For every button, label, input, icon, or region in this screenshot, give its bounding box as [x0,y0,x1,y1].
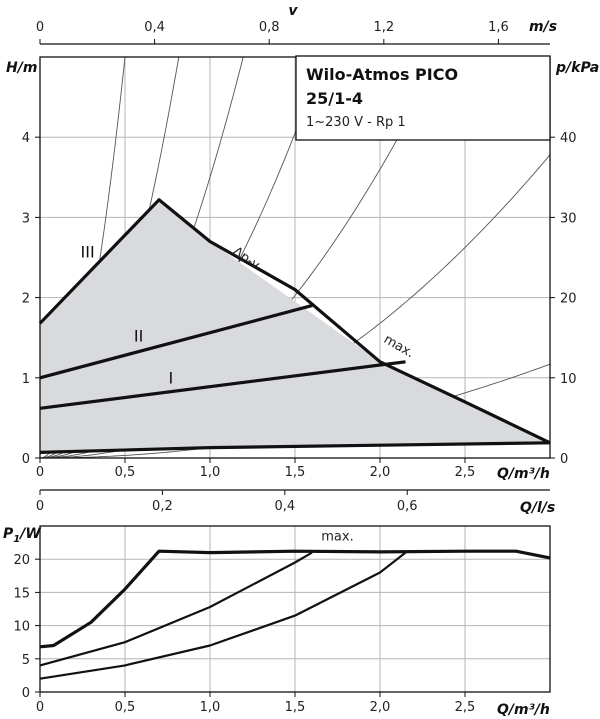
head-y2-tick-label-4: 40 [560,131,577,146]
head-x-tick-label-3: 1,5 [285,465,306,480]
top-tick-label-4: 1,6 [488,20,509,35]
head-x-tick-label-4: 2,0 [370,465,391,480]
y2-axis-label-p: p/kPa [555,60,599,76]
head-y-tick-label-0: 0 [22,452,30,467]
title-line-2: 25/1-4 [306,89,363,108]
head-chart-envelope [40,199,550,453]
head-chart-series [38,198,551,454]
power-chart-ticks: 0 0,5 1,0 1,5 2,0 2,5 0 5 10 15 20 [13,553,475,715]
top-axis-label-v: v [288,3,298,19]
head-y2-tick-label-3: 30 [560,211,577,226]
x-axis-label-q: Q/m³/h [497,466,550,482]
top-axis-unit: m/s [529,19,557,35]
head-y2-tick-label-1: 10 [560,372,577,387]
top-tick-label-0: 0 [36,20,44,35]
title-line-3: 1~230 V - Rp 1 [306,115,406,130]
y-axis-label-h: H/m [6,60,37,76]
head-annotation-2: I [169,368,174,387]
head-y-tick-label-4: 4 [22,131,30,146]
head-annotation-1: II [134,327,143,346]
head-annotation-0: III [81,243,95,262]
head-x-tick-label-0: 0 [36,465,44,480]
power-series-max [39,549,551,649]
head-series-III [38,198,551,445]
top-tick-label-2: 0,8 [259,20,280,35]
head-y2-tick-label-0: 0 [560,452,568,467]
head-x-tick-label-5: 2,5 [455,465,476,480]
head-series-min [39,441,551,454]
head-series-I [39,360,406,410]
qls-tick-label-0: 0 [36,499,44,514]
power-y-tick-label-0: 0 [22,686,30,701]
head-series-II [39,304,313,380]
qls-tick-label-2: 0,4 [274,499,295,514]
power-x-tick-label-2: 1,0 [200,700,221,715]
qls-tick-label-3: 0,6 [397,499,418,514]
power-chart-annotations: max. [321,530,353,545]
power-x-tick-label-1: 0,5 [115,700,136,715]
head-x-tick-label-1: 0,5 [115,465,136,480]
title-box-frame [295,55,551,141]
head-x-tick-label-2: 1,0 [200,465,221,480]
power-y-tick-label-2: 10 [13,620,30,635]
power-y-label-unit: /W [18,526,41,542]
power-y-tick-label-1: 5 [22,653,30,668]
power-y-label-sub: 1 [13,534,20,545]
head-y-tick-label-1: 1 [22,372,30,387]
power-x-tick-label-4: 2,0 [370,700,391,715]
top-tick-label-3: 1,2 [373,20,394,35]
power-y-tick-label-4: 20 [13,553,30,568]
power-series-I [39,551,407,680]
power-x-tick-label-0: 0 [36,700,44,715]
head-annotation-bg-2 [162,369,179,388]
power-x-tick-label-5: 2,5 [455,700,476,715]
head-y-tick-label-3: 3 [22,211,30,226]
power-series-II [39,551,313,667]
x-axis-label-qls: Q/l/s [520,500,555,516]
power-y-label-main: P [3,526,14,542]
head-y2-tick-label-2: 20 [560,292,577,307]
power-chart-series [39,549,551,680]
title-box: Wilo-Atmos PICO 25/1-4 1~230 V - Rp 1 [295,55,551,141]
power-y-tick-label-3: 15 [13,586,30,601]
power-x-axis-label: Q/m³/h [497,702,550,718]
top-tick-label-1: 0,4 [144,20,165,35]
qls-tick-label-1: 0,2 [152,499,173,514]
power-annotation-0: max. [321,530,353,545]
head-y-tick-label-2: 2 [22,292,30,307]
power-x-tick-label-3: 1,5 [285,700,306,715]
head-annotation-4: max. [381,332,417,361]
title-line-1: Wilo-Atmos PICO [306,65,458,84]
power-y-axis-label: P1/W [3,526,41,545]
